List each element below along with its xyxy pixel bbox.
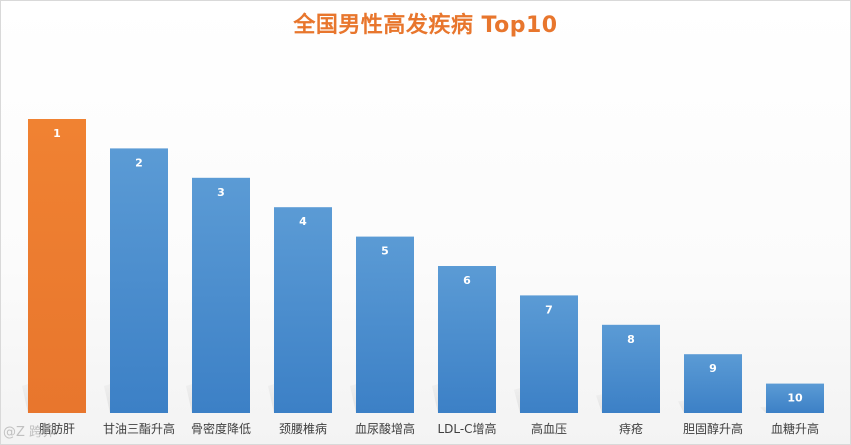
watermark: @Z 跨界 <box>3 425 56 440</box>
data-label: 4 <box>299 215 307 228</box>
bar-5 <box>356 236 414 413</box>
x-tick-label: 血糖升高 <box>771 421 819 436</box>
bar-7 <box>520 295 578 413</box>
x-tick-label: 骨密度降低 <box>191 421 251 436</box>
data-label: 3 <box>217 186 225 199</box>
bars-group <box>28 119 824 413</box>
bar-8 <box>602 324 660 413</box>
x-tick-label: LDL-C增高 <box>437 421 496 436</box>
data-label: 8 <box>627 333 635 346</box>
x-tick-label: 颈腰椎病 <box>279 421 327 436</box>
x-tick-label: 高血压 <box>531 421 567 436</box>
x-tick-label: 痔疮 <box>619 421 643 436</box>
x-tick-label: 血尿酸增高 <box>355 421 415 436</box>
bar-1 <box>28 119 86 413</box>
data-label: 5 <box>381 245 389 258</box>
data-label: 1 <box>53 127 61 140</box>
data-labels-group: 1 2 3 4 5 6 7 8 9 10 <box>53 127 803 405</box>
x-tick-label: 脂肪肝 <box>39 421 75 436</box>
x-tick-labels-group: 脂肪肝 甘油三酯升高 骨密度降低 颈腰椎病 血尿酸增高 LDL-C增高 高血压 痔疮 胆固醇升高… <box>39 421 819 436</box>
bar-6 <box>438 266 496 413</box>
data-label: 7 <box>545 303 553 316</box>
bar-3 <box>192 177 250 413</box>
x-tick-label: 胆固醇升高 <box>683 421 743 436</box>
bar-4 <box>274 207 332 413</box>
data-label: 10 <box>787 392 803 405</box>
x-tick-label: 甘油三酯升高 <box>103 421 175 436</box>
data-label: 6 <box>463 274 471 287</box>
bar-10 <box>766 383 824 413</box>
bar-9 <box>684 354 742 413</box>
bar-2 <box>110 148 168 413</box>
chart-title: 全国男性高发疾病 Top10 <box>293 13 558 38</box>
data-label: 9 <box>709 362 717 375</box>
data-label: 2 <box>135 156 143 169</box>
